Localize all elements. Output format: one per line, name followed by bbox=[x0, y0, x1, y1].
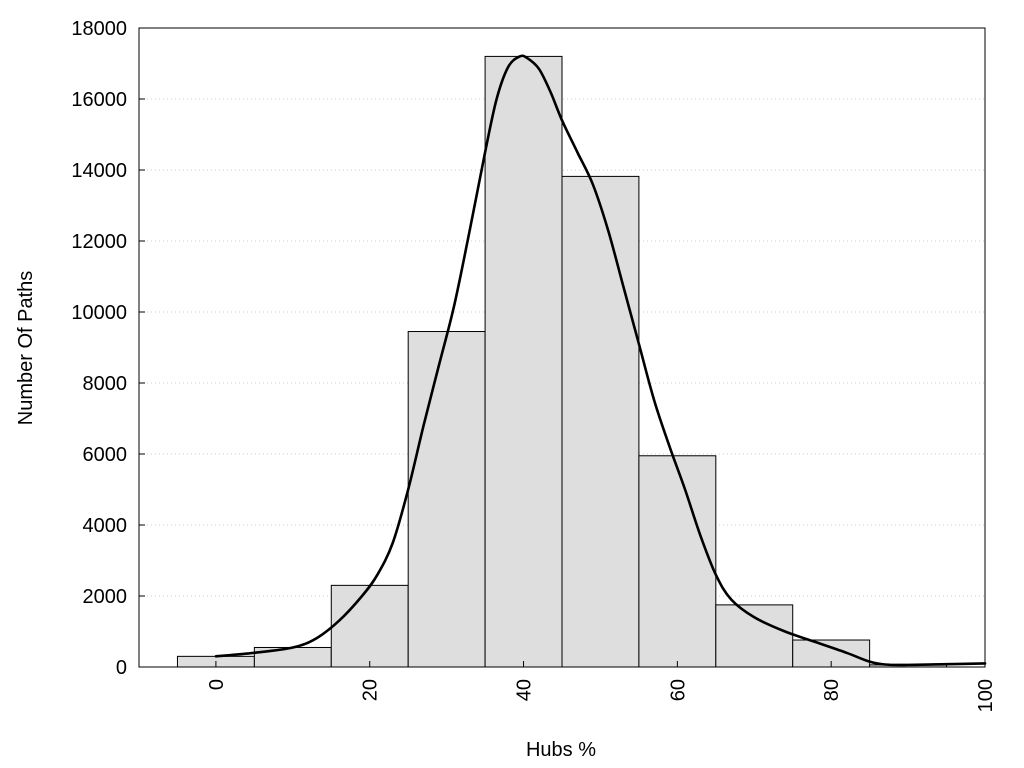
y-tick-label: 12000 bbox=[71, 231, 127, 253]
density-curve bbox=[214, 54, 987, 667]
histogram-bar bbox=[638, 455, 717, 668]
x-tick-label: 100 bbox=[975, 679, 997, 712]
x-tick-label: 80 bbox=[821, 679, 843, 701]
plot-frame bbox=[138, 27, 986, 668]
y-tick-label: 4000 bbox=[83, 515, 128, 537]
histogram-bar bbox=[407, 331, 486, 668]
y-tick-label: 0 bbox=[116, 657, 127, 679]
y-tick-label: 6000 bbox=[83, 444, 128, 466]
x-tick-label: 0 bbox=[206, 679, 228, 690]
x-tick-label: 20 bbox=[360, 679, 382, 701]
y-tick-label: 18000 bbox=[71, 18, 127, 40]
y-tick-label: 10000 bbox=[71, 302, 127, 324]
histogram-bar bbox=[330, 584, 409, 668]
x-tick-label: 40 bbox=[514, 679, 536, 701]
y-tick-label: 2000 bbox=[83, 586, 128, 608]
y-tick-label: 8000 bbox=[83, 373, 128, 395]
y-axis-label: Number Of Paths bbox=[15, 271, 37, 426]
y-tick-label: 14000 bbox=[71, 160, 127, 182]
histogram-bar bbox=[715, 604, 794, 668]
x-tick-label: 60 bbox=[667, 679, 689, 701]
histogram-bar bbox=[561, 175, 640, 668]
gridlines bbox=[139, 98, 985, 597]
y-axis-ticks: 0 2000 4000 6000 8000 10000 12000 14000 16000 180… bbox=[71, 18, 145, 679]
x-axis-label: Hubs % bbox=[526, 739, 596, 761]
y-tick-label: 16000 bbox=[71, 89, 127, 111]
histogram-bar bbox=[484, 55, 563, 668]
histogram-bars bbox=[176, 55, 948, 668]
x-axis-ticks: 0 20 40 60 80 100 bbox=[206, 661, 997, 712]
